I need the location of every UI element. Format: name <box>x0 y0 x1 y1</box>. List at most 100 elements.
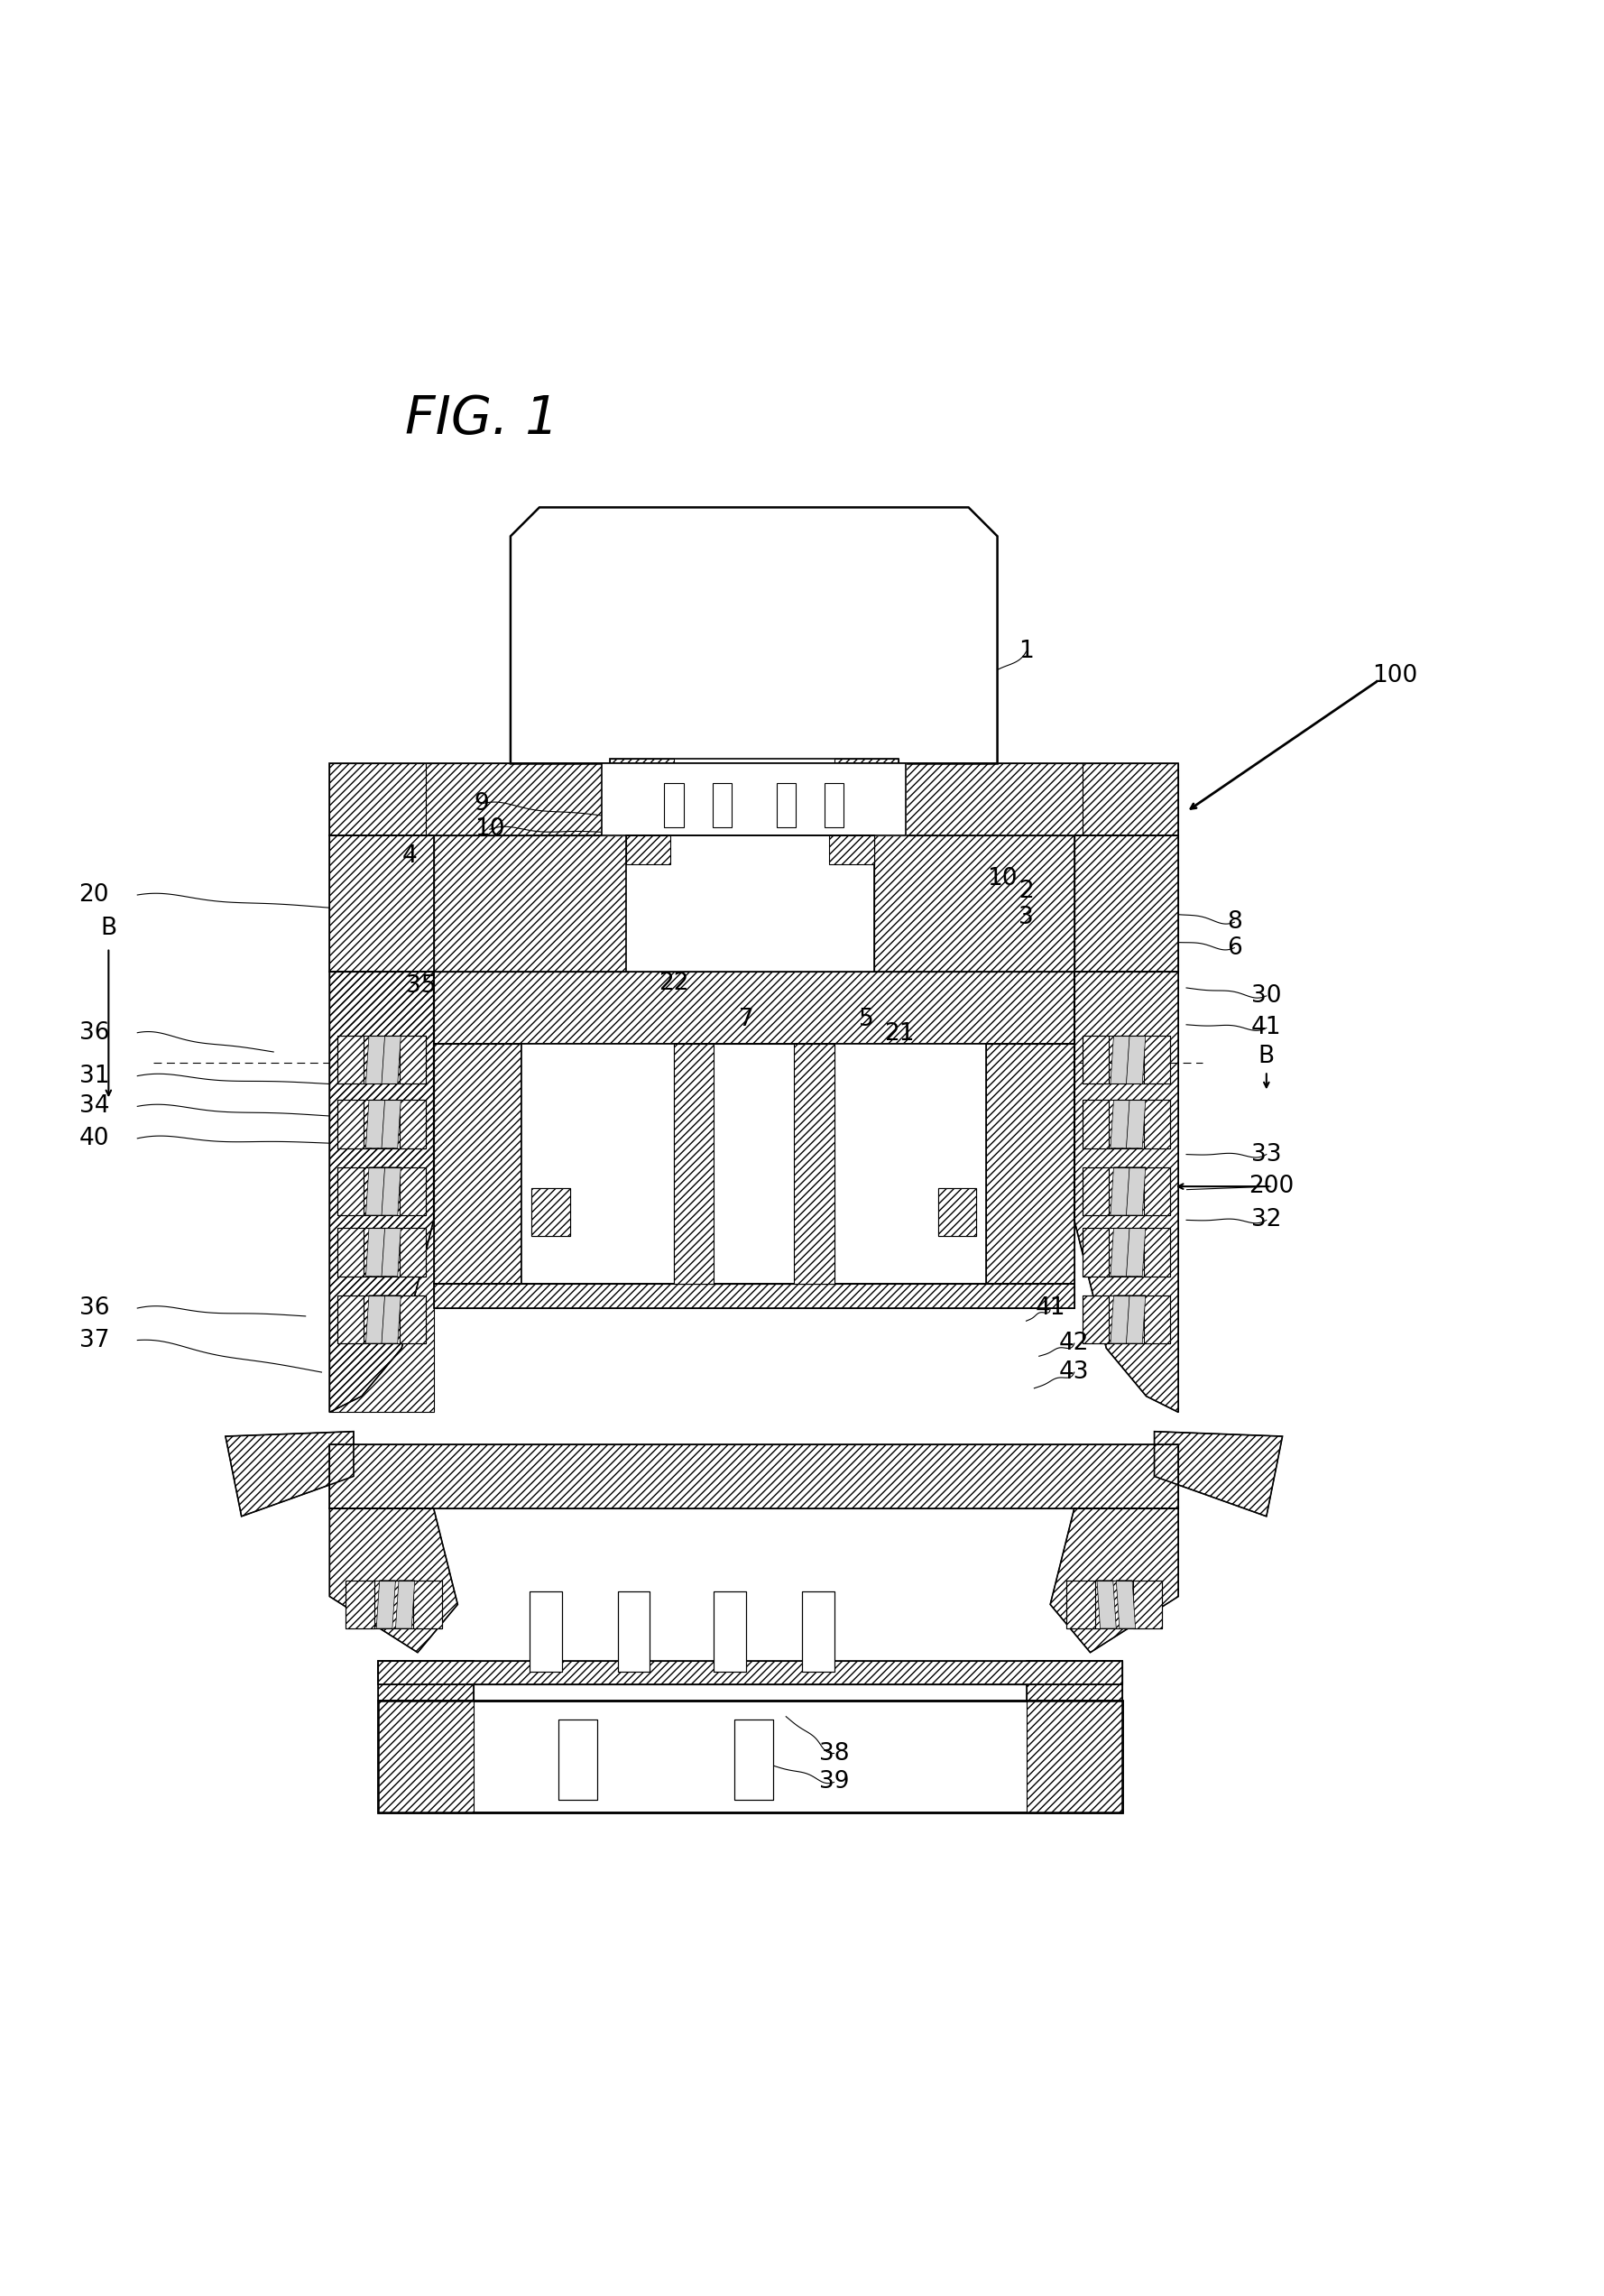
Polygon shape <box>1126 1035 1145 1084</box>
Text: 37: 37 <box>79 1329 109 1352</box>
Bar <box>618 1591 650 1671</box>
Bar <box>602 765 906 836</box>
Bar <box>1083 1228 1171 1277</box>
Bar <box>337 1166 364 1215</box>
Polygon shape <box>510 507 998 765</box>
Text: 10: 10 <box>986 868 1017 891</box>
Polygon shape <box>366 1100 385 1148</box>
Bar <box>834 758 898 827</box>
Bar <box>735 1720 773 1800</box>
Bar <box>1027 1660 1123 1701</box>
Bar <box>874 836 1075 971</box>
Bar <box>433 1045 521 1283</box>
Text: 4: 4 <box>403 845 417 868</box>
Bar <box>399 1100 425 1148</box>
Bar <box>329 765 425 836</box>
Bar <box>1083 1228 1108 1277</box>
Text: 38: 38 <box>820 1743 849 1766</box>
Polygon shape <box>366 1166 385 1215</box>
Text: 36: 36 <box>79 1297 109 1320</box>
Polygon shape <box>329 971 433 1412</box>
Bar <box>412 1580 441 1628</box>
Text: 5: 5 <box>858 1008 874 1031</box>
Bar <box>433 971 1075 1045</box>
Bar <box>521 1045 986 1283</box>
Text: 100: 100 <box>1371 664 1418 687</box>
Bar <box>735 1720 773 1800</box>
Bar <box>610 758 674 827</box>
Polygon shape <box>382 1035 401 1084</box>
Bar <box>558 1720 597 1800</box>
Bar <box>1027 1660 1123 1701</box>
Bar <box>1083 1100 1108 1148</box>
Polygon shape <box>1110 1100 1129 1148</box>
Bar <box>558 1720 597 1800</box>
Text: 20: 20 <box>79 884 109 907</box>
Bar <box>1144 1166 1171 1215</box>
Bar <box>377 1660 1123 1685</box>
Bar <box>626 836 874 971</box>
Text: 9: 9 <box>475 792 489 815</box>
Bar <box>337 1228 425 1277</box>
Bar <box>986 1045 1075 1283</box>
Polygon shape <box>1110 1228 1129 1277</box>
Bar <box>337 1295 364 1343</box>
Text: 33: 33 <box>1251 1143 1282 1166</box>
Bar <box>377 1660 473 1701</box>
Bar <box>1083 1166 1108 1215</box>
Bar <box>602 765 906 836</box>
Text: FIG. 1: FIG. 1 <box>404 393 558 445</box>
Bar <box>938 1187 977 1235</box>
Bar <box>377 1660 1123 1685</box>
Polygon shape <box>366 1035 385 1084</box>
Text: 3: 3 <box>1019 905 1033 930</box>
Bar <box>329 1444 1179 1508</box>
Bar <box>529 1591 561 1671</box>
Bar <box>329 765 1179 836</box>
Text: 43: 43 <box>1059 1362 1089 1384</box>
Bar <box>618 1591 650 1671</box>
Bar <box>433 836 626 971</box>
Bar <box>377 1660 473 1701</box>
Text: 39: 39 <box>820 1770 849 1793</box>
Polygon shape <box>382 1166 401 1215</box>
Bar <box>1075 836 1179 971</box>
Bar <box>1144 1295 1171 1343</box>
Bar <box>337 1035 364 1084</box>
Bar <box>329 971 433 1412</box>
Bar <box>794 1045 834 1283</box>
Bar <box>1144 1228 1171 1277</box>
Polygon shape <box>1110 1295 1129 1343</box>
Bar <box>1067 1580 1096 1628</box>
Polygon shape <box>382 1100 401 1148</box>
Bar <box>529 1591 561 1671</box>
Bar <box>399 1166 425 1215</box>
Bar <box>531 1187 569 1235</box>
Text: 35: 35 <box>406 974 436 999</box>
Bar <box>610 758 898 827</box>
Bar <box>329 836 433 971</box>
Bar <box>1144 1100 1171 1148</box>
Bar <box>337 1035 425 1084</box>
Polygon shape <box>382 1228 401 1277</box>
Bar <box>329 1444 1179 1508</box>
Bar <box>1144 1035 1171 1084</box>
Bar <box>337 1295 425 1343</box>
Bar <box>1067 1580 1163 1628</box>
Text: B: B <box>101 916 117 941</box>
Polygon shape <box>366 1295 385 1343</box>
Polygon shape <box>1126 1228 1145 1277</box>
Bar <box>433 1283 1075 1309</box>
Bar <box>399 1228 425 1277</box>
Text: 2: 2 <box>1019 879 1033 905</box>
Bar <box>329 836 433 971</box>
Bar <box>433 1283 1075 1309</box>
Text: 1: 1 <box>1019 641 1033 664</box>
Bar <box>1083 1295 1171 1343</box>
Bar <box>824 783 844 827</box>
Bar <box>712 783 731 827</box>
Polygon shape <box>1110 1035 1129 1084</box>
Bar <box>714 1591 746 1671</box>
Polygon shape <box>1110 1166 1129 1215</box>
Bar <box>1083 1100 1171 1148</box>
